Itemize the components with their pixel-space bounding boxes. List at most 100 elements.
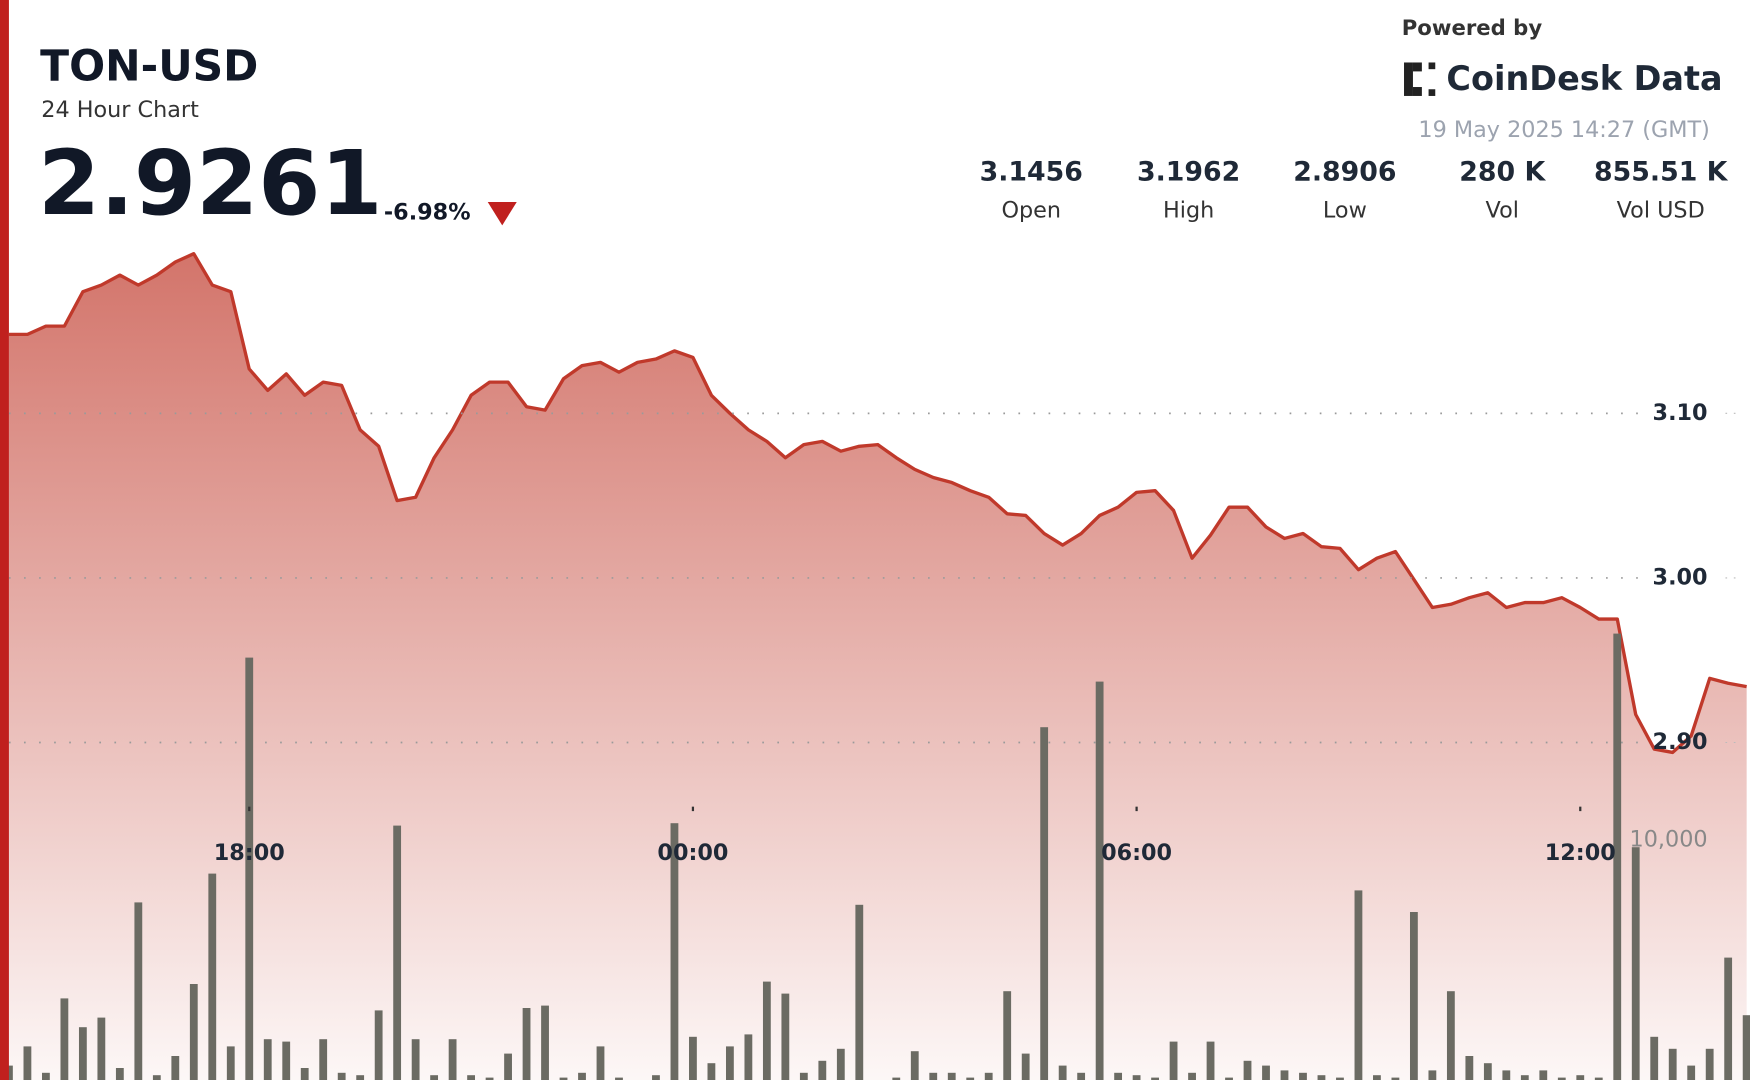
volume-bar <box>689 1036 697 1080</box>
volume-bar <box>263 1039 272 1080</box>
volume-bar <box>1502 1070 1511 1080</box>
volume-bar <box>781 993 790 1080</box>
volume-bar <box>836 1048 845 1080</box>
volume-bar <box>1040 727 1049 1080</box>
volume-bar <box>430 1075 439 1080</box>
subtitle: 24 Hour Chart <box>41 97 199 123</box>
volume-bar <box>818 1060 827 1080</box>
x-tick-label: 00:00 <box>657 840 728 866</box>
volume-bar <box>1188 1072 1196 1080</box>
volume-bar <box>374 1010 383 1080</box>
volume-bar <box>1483 1063 1492 1080</box>
price-area <box>8 253 1747 1080</box>
volume-bar <box>1058 1065 1067 1080</box>
stat-label: High <box>1163 197 1214 223</box>
volume-bar <box>393 825 402 1080</box>
volume-bar <box>1631 847 1640 1080</box>
volume-bar <box>1317 1075 1326 1080</box>
timestamp: 19 May 2025 14:27 (GMT) <box>1418 117 1709 143</box>
volume-bar <box>1114 1072 1123 1080</box>
volume-bar <box>984 1072 993 1080</box>
volume-bar <box>522 1008 531 1080</box>
volume-bar <box>1373 1075 1381 1080</box>
volume-bar <box>1465 1056 1474 1080</box>
volume-bar <box>1132 1075 1141 1080</box>
symbol: TON-USD <box>40 42 258 91</box>
volume-bar <box>319 1039 328 1080</box>
volume-bar <box>929 1072 938 1080</box>
volume-bar <box>356 1075 365 1080</box>
volume-bar <box>1705 1048 1714 1080</box>
price-line <box>8 252 1747 755</box>
stat-label: Open <box>1001 197 1061 223</box>
volume-bar <box>1003 991 1012 1080</box>
volume-bar <box>1446 991 1455 1080</box>
volume-bar <box>282 1041 291 1080</box>
volume-bar <box>467 1075 475 1080</box>
volume-bar <box>1724 957 1733 1080</box>
volume-bar <box>1336 1077 1344 1080</box>
stat-label: Low <box>1323 197 1367 223</box>
volume-bar <box>1742 1015 1750 1080</box>
volume-bar <box>97 1017 106 1080</box>
volume-bar <box>1021 1053 1030 1080</box>
stat-value: 280 K <box>1459 156 1546 187</box>
stat-label: Vol <box>1486 197 1519 223</box>
volume-bar <box>1243 1060 1252 1080</box>
volume-bar <box>171 1056 180 1080</box>
volume-bar <box>1391 1077 1400 1080</box>
volume-bar <box>541 1005 549 1080</box>
volume-bar <box>1354 890 1363 1080</box>
volume-bar <box>60 998 69 1080</box>
volume-bar <box>1225 1077 1233 1080</box>
brand-logo <box>1404 62 1436 96</box>
powered-by: Powered by <box>1402 15 1543 40</box>
volume-bar <box>245 657 254 1080</box>
x-tick-label: 12:00 <box>1545 840 1616 866</box>
stat-value: 3.1962 <box>1137 156 1240 187</box>
volume-bar <box>1650 1036 1659 1080</box>
volume-bar <box>1594 1077 1603 1080</box>
volume-bar <box>670 823 679 1080</box>
down-arrow <box>487 201 517 226</box>
volume-bar <box>1613 633 1622 1080</box>
volume-bar <box>910 1051 919 1080</box>
volume-bar <box>189 984 198 1080</box>
price: 2.9261 <box>38 132 383 236</box>
volume-bar <box>1280 1070 1289 1080</box>
volume-bar <box>115 1068 124 1080</box>
volume-bar <box>799 1072 808 1080</box>
volume-bar <box>762 981 771 1080</box>
volume-bar <box>226 1046 235 1080</box>
volume-bar <box>1206 1041 1215 1080</box>
left-accent <box>0 0 9 1080</box>
volume-bar <box>134 902 143 1080</box>
stat-label: Vol USD <box>1617 197 1705 223</box>
volume-bar <box>337 1072 346 1080</box>
volume-bar <box>1539 1070 1548 1080</box>
volume-bar <box>1520 1075 1529 1080</box>
stat-value: 3.1456 <box>980 156 1083 187</box>
brand: CoinDesk Data <box>1446 59 1722 98</box>
volume-bar <box>707 1063 716 1080</box>
y-tick-label: 3.00 <box>1653 564 1708 590</box>
volume-bar <box>615 1077 623 1080</box>
volume-bar <box>1151 1077 1159 1080</box>
volume-bar <box>41 1072 50 1080</box>
volume-bar <box>855 904 864 1080</box>
volume-bar <box>1668 1048 1677 1080</box>
volume-bar <box>208 873 217 1080</box>
volume-bar <box>152 1075 161 1080</box>
volume-bar <box>23 1046 32 1080</box>
volume-bar <box>411 1039 420 1080</box>
volume-bar <box>596 1046 605 1080</box>
volume-bar <box>1409 912 1418 1080</box>
volume-bar <box>725 1046 734 1080</box>
change: -6.98% <box>384 200 471 226</box>
y-tick-label: 3.10 <box>1653 400 1708 426</box>
volume-bar <box>1169 1041 1178 1080</box>
volume-bar <box>485 1077 494 1080</box>
volume-bar <box>1077 1072 1086 1080</box>
volume-bar <box>300 1068 309 1080</box>
